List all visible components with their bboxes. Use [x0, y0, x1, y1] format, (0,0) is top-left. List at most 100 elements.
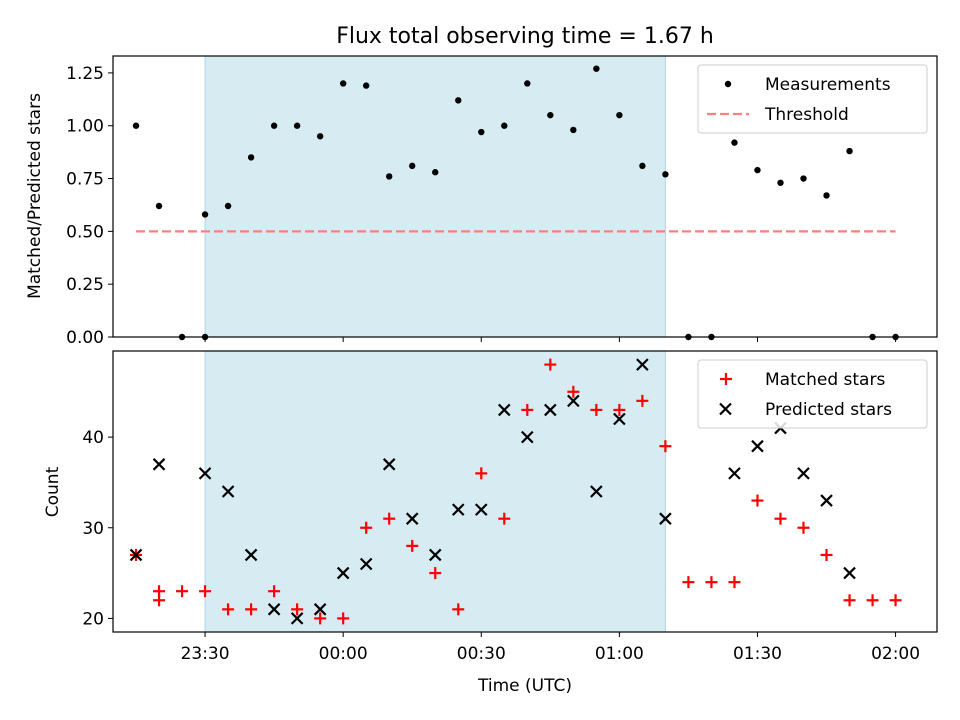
measurement-point: [570, 126, 577, 134]
predicted-star-point: [428, 548, 442, 562]
predicted-star-point: [590, 485, 603, 498]
predicted-star-point: [221, 485, 235, 498]
measurement-point: [662, 171, 669, 178]
matched-star-point: [567, 385, 580, 398]
matched-star-point: [406, 539, 419, 552]
legend-label: Predicted stars: [765, 400, 892, 420]
x-tick-label: 00:30: [457, 644, 506, 664]
y-tick-label: 0.75: [66, 170, 104, 190]
matched-star-point: [705, 576, 718, 589]
axes-frame: [112, 55, 938, 338]
y-tick-label: 1.25: [66, 64, 104, 84]
matched-star-point: [613, 403, 626, 416]
measurement-point: [409, 162, 416, 170]
measurement-point: [777, 179, 784, 186]
x-tick-label: 00:00: [319, 644, 368, 664]
legend-label: Matched stars: [765, 370, 885, 390]
matched-star-point: [268, 585, 281, 598]
x-tick-label: 01:30: [733, 644, 782, 664]
matched-star-point: [820, 548, 833, 561]
measurement-point: [731, 139, 738, 146]
predicted-star-point: [613, 412, 626, 426]
legend: Measurements Threshold: [697, 64, 928, 134]
matched-star-point: [360, 521, 373, 534]
predicted-star-point: [267, 603, 281, 616]
matched-star-point: [636, 394, 649, 407]
y-tick-label: 20: [82, 609, 104, 629]
measurement-point: [155, 202, 163, 210]
top-y-axis-label: Matched/Predicted stars: [25, 93, 45, 299]
y-tick-label: 0.50: [66, 222, 104, 242]
matched-star-point: [314, 612, 327, 625]
bottom-y-axis-label: Count: [43, 466, 63, 517]
predicted-star-point: [198, 467, 212, 480]
shaded-interval: [205, 351, 666, 632]
predicted-star-point: [359, 557, 373, 571]
x-axis-label: Time (UTC): [477, 676, 572, 696]
matched-star-point: [452, 603, 465, 616]
predicted-star-point: [751, 439, 764, 453]
predicted-star-point: [820, 494, 833, 507]
measurement-point: [455, 97, 462, 104]
predicted-star-point: [152, 458, 166, 471]
matched-star-point: [498, 512, 511, 525]
predicted-star-point: [659, 512, 672, 525]
measurement-point: [593, 65, 600, 72]
matched-star-point: [728, 576, 741, 589]
matched-star-point: [797, 521, 810, 534]
predicted-star-point: [728, 467, 741, 480]
matched-star-point: [843, 594, 856, 607]
predicted-star-point: [382, 458, 396, 471]
measurement-point: [846, 147, 853, 155]
measurement-point: [247, 154, 255, 161]
measurement-point: [478, 128, 485, 136]
legend-predicted-swatch: [719, 402, 732, 416]
legend-box: [697, 359, 928, 429]
measurement-point: [501, 122, 508, 129]
predicted-star-point: [313, 603, 327, 616]
measurement-point: [339, 80, 347, 87]
bottom-panel: 20 30 40 23:30 00:00 00:30 01:00 01:30 02:00 Matc…: [82, 350, 938, 664]
legend-measurement-swatch: [724, 80, 732, 88]
measurement-point: [386, 173, 393, 180]
predicted-star-point: [405, 512, 419, 525]
measurement-point: [823, 192, 830, 199]
matched-star-point: [521, 403, 534, 416]
predicted-star-point: [451, 503, 465, 516]
y-tick-label: 40: [82, 428, 104, 448]
predicted-star-point: [567, 394, 580, 408]
predicted-star-point: [544, 403, 557, 417]
chart-title: Flux total observing time = 1.67 h: [336, 24, 714, 49]
predicted-star-point: [336, 566, 350, 580]
matched-star-point: [475, 467, 488, 480]
legend-box: [697, 64, 928, 134]
matched-star-point: [222, 603, 235, 616]
matched-star-point: [590, 403, 603, 416]
matched-star-point: [199, 585, 212, 598]
x-tick-label: 23:30: [181, 644, 230, 664]
measurement-point: [362, 82, 370, 89]
predicted-star-point: [290, 612, 304, 625]
shaded-interval: [205, 56, 666, 337]
measurement-point: [132, 122, 140, 129]
predicted-star-point: [797, 467, 810, 480]
predicted-star-point: [244, 548, 258, 562]
measurement-point: [432, 169, 439, 176]
predicted-star-point: [521, 430, 534, 444]
x-tick-label: 02:00: [871, 644, 920, 664]
matched-star-point: [866, 594, 879, 607]
measurement-point: [524, 80, 531, 87]
legend-label: Measurements: [765, 75, 891, 95]
measurement-point: [201, 211, 209, 218]
matched-star-point: [291, 603, 304, 616]
measurement-point: [293, 122, 301, 129]
measurement-point: [270, 122, 278, 129]
measurement-point: [639, 162, 646, 170]
legend-label: Threshold: [764, 105, 849, 125]
measurement-point: [616, 111, 623, 119]
measurement-point: [224, 202, 232, 210]
matched-star-point: [889, 594, 902, 607]
predicted-star-point: [843, 566, 856, 580]
matched-star-point: [751, 494, 764, 507]
